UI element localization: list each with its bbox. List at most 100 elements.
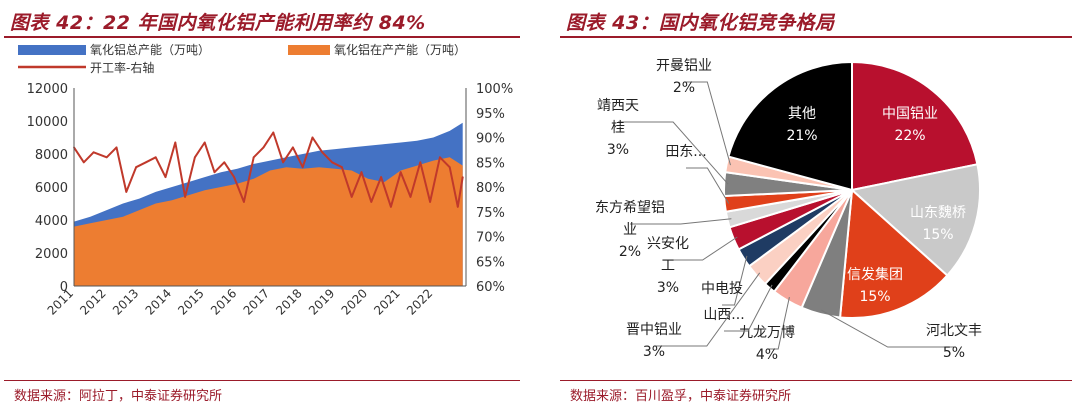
x-tick-label: 2012 <box>77 286 108 317</box>
legend-label-running-capacity: 氧化铝在产产能（万吨） <box>334 42 466 57</box>
x-tick-label: 2013 <box>110 286 141 317</box>
pie-label-name: 河北文丰 <box>926 323 982 339</box>
pie-label-name: 晋中铝业 <box>626 322 682 338</box>
pie-label-name: 开曼铝业 <box>656 58 712 74</box>
pie-label-percent: 21% <box>786 128 817 144</box>
pie-label: 九龙万博 4% <box>739 296 795 363</box>
left-title-rule <box>4 36 520 38</box>
pie-label: 河北文丰 5% <box>821 309 982 361</box>
utilization-point <box>82 161 85 164</box>
utilization-point <box>243 201 245 203</box>
pie-slice <box>838 187 949 319</box>
pie-label: 山西... <box>703 284 773 332</box>
legend-swatch-total-capacity <box>18 45 86 55</box>
pie-label-name: 其他 <box>788 106 816 122</box>
right-title-rule <box>560 36 1072 38</box>
y-right-tick-label: 95% <box>476 107 505 122</box>
capacity-utilization-chart: 氧化铝总产能（万吨） 氧化铝在产产能（万吨） 开工率-右轴 0 2000 4000 6000… <box>18 42 513 318</box>
pie-slice <box>727 60 853 192</box>
pie-leader-line <box>821 309 954 348</box>
pie-leader-line <box>767 296 790 350</box>
utilization-point <box>409 196 412 198</box>
chart-legend: 氧化铝总产能（万吨） 氧化铝在产产能（万吨） 开工率-右轴 <box>18 42 466 75</box>
y-left-tick-label: 8000 <box>35 148 68 163</box>
utilization-point <box>105 156 108 159</box>
pie-leader-line <box>668 236 738 261</box>
x-tick-label: 2011 <box>45 286 76 317</box>
pie-label-name-cont: 桂 <box>611 120 625 136</box>
utilization-point <box>223 161 226 164</box>
pie-label-name: 中国铝业 <box>882 106 938 122</box>
y-right-tick-label: 75% <box>476 206 505 221</box>
pie-label-name-cont: 业 <box>623 222 637 238</box>
pie-label-percent: 4% <box>756 347 778 363</box>
pie-label-name: 山东魏桥 <box>910 205 966 221</box>
utilization-point <box>331 161 333 164</box>
utilization-point <box>213 171 216 174</box>
utilization-point <box>154 156 157 159</box>
pie-label-name: 田东... <box>665 144 706 160</box>
utilization-point <box>292 146 294 149</box>
legend-swatch-running-capacity <box>288 45 330 55</box>
y-right-tick-label: 65% <box>476 255 505 270</box>
pie-label-percent: 15% <box>922 227 953 243</box>
utilization-point <box>233 176 236 179</box>
x-tick-label: 2019 <box>306 286 337 317</box>
pie-label-name: 信发集团 <box>847 266 903 283</box>
right-bottom-rule <box>560 380 1072 381</box>
series-running-capacity-area <box>74 157 463 286</box>
pie-label: 山东魏桥 15% <box>910 205 966 243</box>
pie-label: 信发集团 15% <box>847 266 903 305</box>
pie-label: 晋中铝业 3% <box>626 272 761 360</box>
utilization-point <box>125 191 128 193</box>
y-left-tick-label: 12000 <box>27 82 68 97</box>
utilization-point <box>174 141 177 144</box>
pie-leader-line <box>686 167 730 204</box>
utilization-point <box>115 146 118 149</box>
pie-label-percent: 2% <box>673 80 695 96</box>
pie-label-name: 东方希望铝 <box>595 200 665 216</box>
pie-leader-line <box>630 218 732 225</box>
right-figure-panel: 图表 43：国内氧化铝竞争格局 中国铝业 22% 山东魏桥 15% 信发集团 15% 其他 2… <box>556 0 1080 404</box>
utilization-point <box>448 166 451 169</box>
y-left-tick-label: 0 <box>60 280 68 295</box>
utilization-point <box>184 196 187 198</box>
pie-label-name-cont: 工 <box>661 258 675 274</box>
pie-label-percent: 3% <box>607 142 629 158</box>
utilization-point <box>135 166 138 169</box>
pie-leader-line <box>722 255 748 306</box>
pie-label-name: 靖西天 <box>597 98 639 114</box>
utilization-point <box>341 166 343 169</box>
pie-slice <box>851 60 979 192</box>
x-tick-label: 2022 <box>404 286 435 317</box>
utilization-point <box>282 161 284 164</box>
utilization-point <box>301 166 304 169</box>
utilization-point <box>370 201 373 203</box>
right-figure-title: 图表 43：国内氧化铝竞争格局 <box>566 12 835 34</box>
legend-label-total-capacity: 氧化铝总产能（万吨） <box>90 42 210 57</box>
utilization-point <box>321 151 324 154</box>
utilization-point <box>164 176 167 179</box>
y-left-tick-label: 4000 <box>35 214 68 229</box>
pie-label: 其他 21% <box>786 106 817 144</box>
pie-leader-line <box>724 284 773 332</box>
utilization-point <box>380 176 382 179</box>
utilization-point <box>390 205 392 208</box>
legend-label-utilization: 开工率-右轴 <box>90 60 154 75</box>
competition-pie-chart: 中国铝业 22% 山东魏桥 15% 信发集团 15% 其他 21% 河北文丰 5% 九龙万博 4% 山西… <box>595 58 982 363</box>
pie-label: 中国铝业 22% <box>882 106 938 144</box>
y-right-tick-label: 100% <box>476 82 513 97</box>
pie-label-percent: 3% <box>657 280 679 296</box>
x-tick-label: 2018 <box>273 286 304 317</box>
utilization-point <box>203 141 206 144</box>
y-right-tick-label: 85% <box>476 156 505 171</box>
y-left-tick-label: 2000 <box>35 247 68 262</box>
pie-label-name: 九龙万博 <box>739 324 795 341</box>
utilization-point <box>429 201 431 203</box>
utilization-point <box>145 161 147 164</box>
utilization-point <box>272 131 275 134</box>
right-source-note: 数据来源：百川盈孚，中泰证券研究所 <box>570 389 792 404</box>
left-source-note: 数据来源：阿拉丁，中泰证券研究所 <box>14 389 223 404</box>
utilization-point <box>419 161 422 164</box>
